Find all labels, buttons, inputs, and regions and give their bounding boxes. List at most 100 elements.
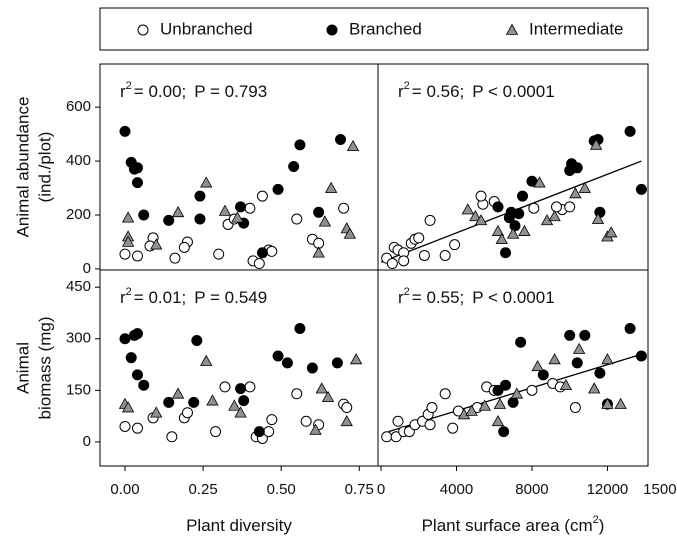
marker-triangle (474, 214, 488, 226)
marker-filled (238, 395, 250, 407)
annotation-part: r (120, 82, 126, 101)
marker-filled (131, 328, 143, 340)
marker-triangle (572, 342, 586, 354)
marker-filled (163, 396, 175, 408)
annotation-part: = 0.56; (412, 82, 464, 101)
marker-filled (235, 383, 247, 395)
marker-open (475, 190, 487, 202)
marker-filled (306, 362, 318, 374)
x-tick-label: 0.00 (110, 481, 139, 498)
marker-filled (500, 247, 512, 259)
marker-triangle (601, 353, 614, 365)
marker-triangle (121, 401, 135, 413)
annotation-part: r (120, 288, 126, 307)
marker-open (392, 415, 404, 427)
marker-filled (294, 139, 306, 151)
marker-triangle (231, 211, 244, 223)
annotation-part: 2 (126, 80, 132, 92)
marker-filled (119, 333, 131, 345)
legend-marker (137, 24, 149, 36)
panel-frame (377, 269, 649, 467)
marker-triangle (510, 387, 524, 399)
annotation-part: 2 (404, 286, 410, 298)
annotation-part: P < 0.0001 (472, 82, 554, 101)
marker-triangle (569, 187, 582, 199)
marker-filled (281, 357, 293, 369)
marker-filled (288, 160, 300, 172)
annotation-part: P < 0.0001 (472, 288, 554, 307)
marker-triangle (614, 397, 627, 409)
marker-triangle (493, 397, 507, 409)
marker-triangle (601, 397, 614, 409)
marker-triangle (591, 212, 605, 224)
annotation-part: r (398, 82, 404, 101)
marker-triangle (559, 378, 573, 390)
marker-filled (513, 208, 525, 220)
marker-triangle (548, 210, 561, 222)
marker-open (166, 431, 178, 443)
y-tick-label: 400 (66, 152, 91, 169)
annotation-part: = 0.00; (134, 82, 186, 101)
legend-box (99, 7, 649, 51)
marker-triangle (315, 382, 328, 394)
marker-open (253, 258, 265, 270)
x-tick-label: 12000 (587, 481, 629, 498)
stat-annotation: r2 = 0.01; P = 0.549 (120, 286, 267, 308)
marker-triangle (312, 246, 325, 258)
marker-filled (188, 396, 200, 408)
marker-open (263, 426, 275, 438)
x-tick-label: 0.25 (188, 481, 217, 498)
x-tick-label: 4000 (440, 481, 473, 498)
marker-open (424, 214, 436, 226)
x-label-part: Plant surface area (cm (422, 516, 593, 535)
marker-filled (571, 357, 583, 369)
marker-filled (579, 329, 591, 341)
marker-filled (571, 162, 583, 174)
marker-filled (507, 396, 519, 408)
marker-filled (294, 322, 306, 334)
marker-open (266, 414, 278, 426)
annotation-part: r (398, 288, 404, 307)
marker-open (119, 420, 131, 432)
y-tick-label: 0 (83, 260, 91, 277)
marker-triangle (234, 406, 247, 418)
x-tick-label: 0 (377, 481, 385, 498)
marker-filled (635, 350, 647, 362)
legend-marker (505, 23, 519, 35)
marker-filled (509, 220, 521, 232)
marker-filled (498, 426, 510, 438)
marker-filled (272, 183, 284, 195)
marker-open (169, 252, 181, 264)
y-axis-label: biomass (mg) (35, 317, 54, 420)
marker-open (341, 402, 353, 414)
marker-open (338, 202, 350, 214)
x-axis-label: Plant diversity (186, 516, 292, 535)
marker-triangle (321, 390, 335, 403)
marker-filled (515, 336, 527, 348)
marker-filled (313, 206, 325, 218)
marker-open (244, 202, 256, 214)
marker-filled (492, 384, 504, 396)
marker-triangle (495, 232, 508, 245)
marker-triangle (469, 210, 482, 222)
marker-open (564, 201, 576, 213)
marker-filled (119, 125, 131, 137)
marker-filled (253, 426, 265, 438)
marker-triangle (518, 224, 531, 236)
legend-label: Intermediate (529, 19, 624, 38)
marker-open (131, 250, 143, 262)
y-axis-label: (ind./plot) (35, 132, 54, 203)
x-label-part: 2 (593, 514, 599, 526)
marker-open (291, 213, 303, 225)
y-axis-label: Animal (13, 342, 32, 394)
marker-triangle (121, 211, 135, 223)
marker-triangle (171, 205, 185, 218)
marker-triangle (206, 394, 219, 406)
marker-filled (131, 162, 143, 174)
marker-triangle (349, 353, 363, 365)
marker-triangle (533, 176, 546, 188)
marker-open (210, 426, 222, 438)
marker-filled (331, 357, 343, 369)
marker-filled (194, 190, 206, 202)
x-tick-label: 0.75 (345, 481, 374, 498)
